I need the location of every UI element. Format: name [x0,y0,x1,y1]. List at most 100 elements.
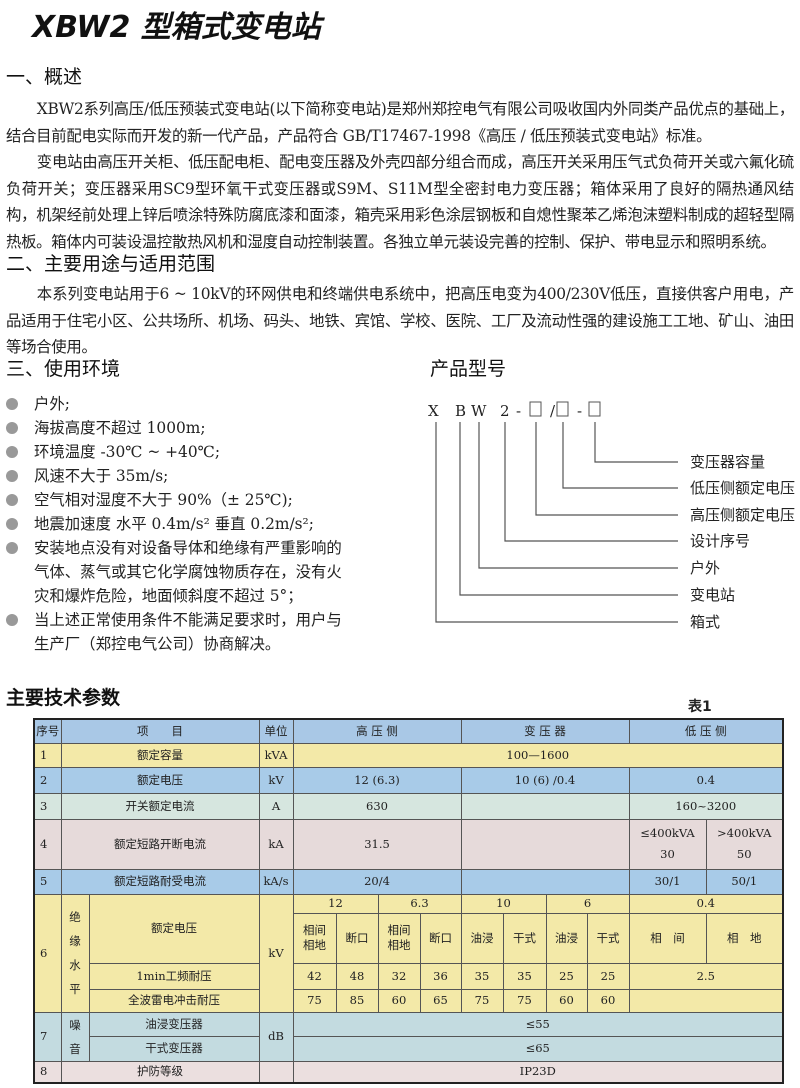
cell: 额定短路开断电流 [60,818,260,870]
model-label: 户外 [690,559,720,577]
cell: 相 间 [628,912,707,964]
cell: 20/4 [292,868,462,895]
model-code: X B W 2 - / - [428,401,601,420]
list-item: 当上述正常使用条件不能满足要求时，用户与生产厂（郑控电气公司）协商解决。 [6,608,346,656]
model-code-diagram: X B W 2 - / - 变压器容量 低压侧额定电压 高压侧额定电压 设计序号… [428,401,795,631]
cell: 12 (6.3) [292,766,462,794]
cell: kVA [258,742,294,768]
list-item: 风速不大于 35m/s; [6,464,346,488]
cell: 160~3200 [628,792,784,820]
list-item-text: 环境温度 -30℃ ~ +40℃; [34,443,221,461]
list-item-text: 户外; [34,395,70,413]
cell: 相 地 [705,912,784,964]
cell: 36 [419,962,462,990]
cell-char: 音 [69,1041,81,1056]
cell: 8 [33,1060,62,1084]
cell: 相间相地 [377,912,421,964]
model-label: 低压侧额定电压 [690,479,795,497]
cell: ≤400kVA 30 [628,818,707,870]
cell: 60 [377,988,421,1013]
cell: 5 [33,868,62,895]
bullet-icon [6,446,18,458]
cell: 25 [586,962,630,990]
placeholder-box [556,401,569,417]
table-row: 全波雷电冲击耐压 75 85 60 65 75 75 60 60 [34,988,784,1013]
cell: 额定容量 [60,742,260,768]
cell-char: 缘 [69,934,81,948]
header-unit: 单位 [258,718,294,744]
cell: 油浸 [460,912,504,964]
cell: kA/s [258,868,294,895]
page-title: XBW2 型箱式变电站 [32,10,321,45]
table-row: 3 开关额定电流 A 630 160~3200 [33,792,784,820]
section-heading-overview: 一、概述 [6,66,83,88]
header-hv: 高 压 侧 [292,718,462,744]
placeholder-box [529,401,542,417]
cell: 35 [502,962,547,990]
cell: >400kVA 50 [705,818,784,870]
header-seq: 序号 [33,718,62,744]
code-letter: W [471,402,487,420]
cell: IP23D [292,1060,784,1084]
cell: 630 [292,792,462,820]
cell: 65 [419,988,462,1013]
code-dash: - [577,402,582,420]
cell: 全波雷电冲击耐压 [88,988,260,1013]
header-lv: 低 压 侧 [628,718,784,744]
cell: 额定电压 [60,766,260,794]
cell-char: 水 [69,958,81,972]
list-item: 户外; [6,392,346,416]
cell-group: 绝缘水平 [60,893,90,1013]
code-letter: X [428,402,439,420]
code-slash: / [550,402,556,420]
bullet-icon [6,398,18,410]
environment-list: 户外; 海拔高度不超过 1000m; 环境温度 -30℃ ~ +40℃; 风速不… [6,392,346,656]
cell: 48 [335,962,379,990]
cell-empty [628,988,784,1013]
list-item: 空气相对湿度不大于 90%（± 25℃); [6,488,346,512]
table-header-row: 序号 项 目 单位 高 压 侧 变 压 器 低 压 侧 [33,718,784,744]
cell: ≤65 [292,1036,784,1062]
tech-params-table: 序号 项 目 单位 高 压 侧 变 压 器 低 压 侧 1 额定容量 kVA 1… [33,718,784,1084]
table-row: 干式变压器 ≤65 [34,1036,784,1062]
cell: 31.5 [292,818,462,870]
cell: dB [258,1011,294,1062]
cell-empty [460,818,630,870]
cell: 30/1 [628,868,707,895]
cell: 开关额定电流 [60,792,260,820]
list-item: 环境温度 -30℃ ~ +40℃; [6,440,346,464]
cell: 1min工频耐压 [88,962,260,990]
cell: 75 [292,988,337,1013]
list-item: 海拔高度不超过 1000m; [6,416,346,440]
cell: 100—1600 [292,742,784,768]
cell: kV [258,766,294,794]
cell: kA [258,818,294,870]
cell: 2.5 [628,962,784,990]
cell: 12 [292,893,379,914]
cell: 6.3 [377,893,462,914]
cell: 50/1 [705,868,784,895]
cell: 10 (6) /0.4 [460,766,630,794]
cell: 3 [33,792,62,820]
bullet-icon [6,422,18,434]
cell: 85 [335,988,379,1013]
table-row: 6 绝缘水平 额定电压 kV 12 6.3 10 6 0.4 [33,893,784,1013]
bullet-icon [6,542,18,554]
list-item-text: 风速不大于 35m/s; [34,467,169,485]
cell: 75 [502,988,547,1013]
model-label: 箱式 [690,613,720,631]
model-heading: 产品型号 [430,358,507,380]
bullet-icon [6,614,18,626]
cell: kV [258,893,294,1013]
table-row: 5 额定短路耐受电流 kA/s 20/4 30/1 50/1 [33,868,784,895]
model-label: 高压侧额定电压 [690,506,795,524]
table-row: 7 噪音 油浸变压器 dB ≤55 [33,1011,784,1062]
cell: 25 [545,962,588,990]
cell: 2 [33,766,62,794]
cell: 相间相地 [292,912,337,964]
placeholder-box [588,401,601,417]
cell: 6 [545,893,630,914]
cell: 额定短路耐受电流 [60,868,260,895]
list-item: 地震加速度 水平 0.4m/s² 垂直 0.2m/s²; [6,512,346,536]
cell: 35 [460,962,504,990]
